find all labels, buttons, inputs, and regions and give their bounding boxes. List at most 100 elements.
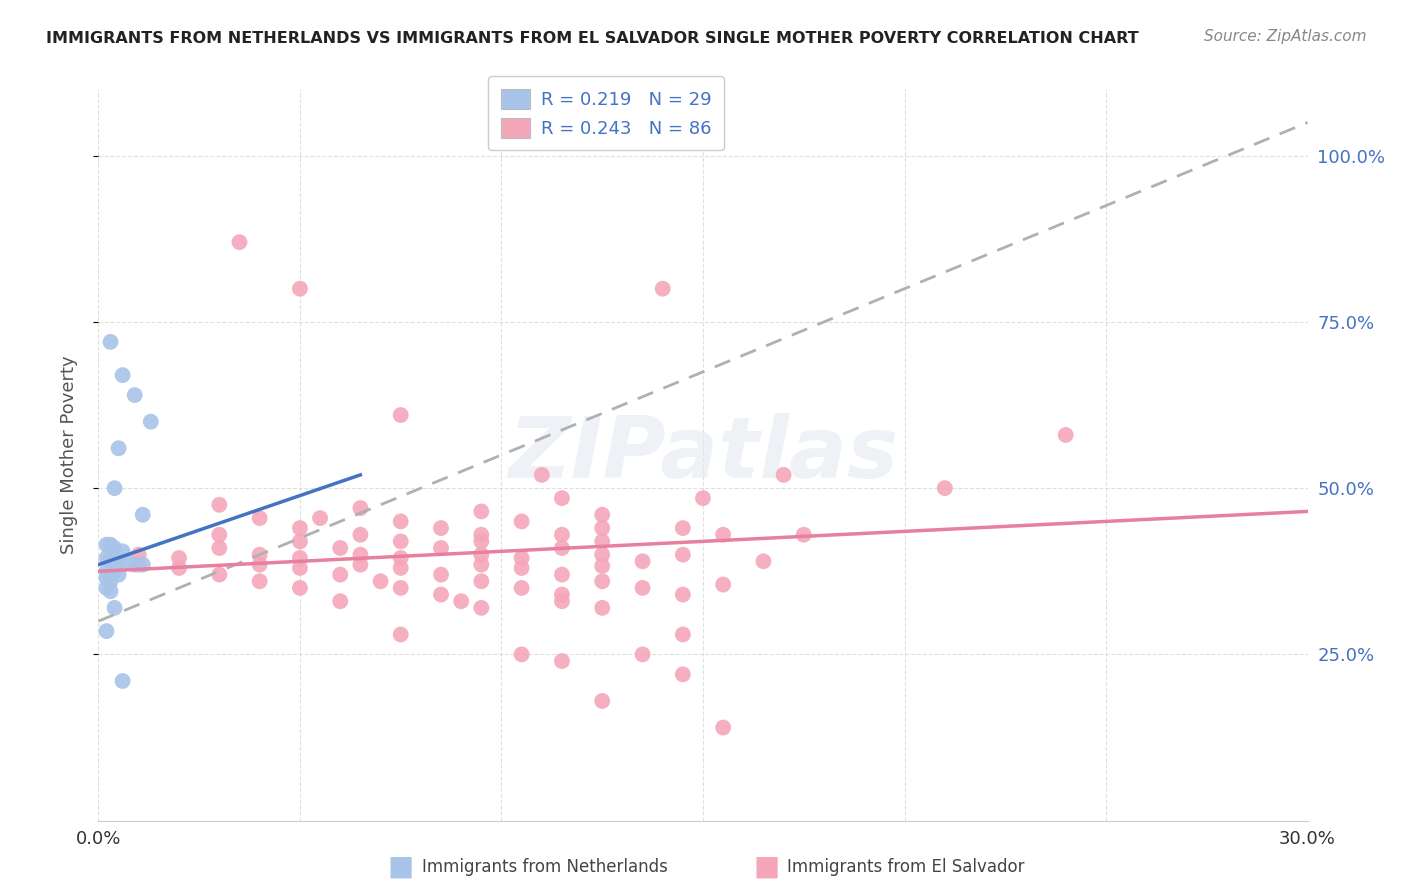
Point xyxy=(100,584,122,599)
Point xyxy=(103,564,125,578)
Point xyxy=(96,564,118,578)
Point xyxy=(208,527,231,541)
Point xyxy=(672,588,695,602)
Point xyxy=(100,538,122,552)
Text: Immigrants from El Salvador: Immigrants from El Salvador xyxy=(787,858,1025,876)
Point xyxy=(389,581,412,595)
Point xyxy=(132,508,155,522)
Point xyxy=(107,554,129,568)
Point xyxy=(591,694,613,708)
Point xyxy=(510,515,533,529)
Point xyxy=(591,548,613,562)
Point xyxy=(551,567,574,582)
Point xyxy=(470,504,492,518)
Point xyxy=(96,571,118,585)
Point xyxy=(470,527,492,541)
Point xyxy=(349,501,371,516)
Y-axis label: Single Mother Poverty: Single Mother Poverty xyxy=(59,356,77,554)
Point xyxy=(309,511,332,525)
Text: ZIPatlas: ZIPatlas xyxy=(508,413,898,497)
Point xyxy=(100,564,122,578)
Point xyxy=(115,554,138,568)
Point xyxy=(672,521,695,535)
Point xyxy=(934,481,956,495)
Point xyxy=(510,551,533,566)
Point xyxy=(288,581,311,595)
Point xyxy=(349,558,371,572)
Point xyxy=(370,574,392,589)
Point xyxy=(793,527,815,541)
Point xyxy=(772,467,794,482)
Point xyxy=(470,574,492,589)
Point xyxy=(124,558,146,572)
Point xyxy=(167,561,190,575)
Point xyxy=(107,567,129,582)
Point xyxy=(249,511,271,525)
Point xyxy=(288,551,311,566)
Point xyxy=(288,534,311,549)
Point xyxy=(389,627,412,641)
Point xyxy=(100,574,122,589)
Point xyxy=(389,551,412,566)
Point xyxy=(711,721,734,735)
Point xyxy=(103,541,125,555)
Point xyxy=(208,498,231,512)
Point xyxy=(249,558,271,572)
Point xyxy=(389,515,412,529)
Point xyxy=(672,548,695,562)
Point xyxy=(631,554,654,568)
Point xyxy=(103,481,125,495)
Point xyxy=(103,600,125,615)
Text: ■: ■ xyxy=(388,853,413,881)
Point xyxy=(329,567,352,582)
Point xyxy=(551,541,574,555)
Text: Source: ZipAtlas.com: Source: ZipAtlas.com xyxy=(1204,29,1367,44)
Point xyxy=(107,442,129,456)
Point xyxy=(139,415,162,429)
Point xyxy=(551,491,574,505)
Point xyxy=(96,581,118,595)
Point xyxy=(470,534,492,549)
Point xyxy=(591,558,613,573)
Point xyxy=(96,551,118,566)
Point xyxy=(430,521,453,535)
Point xyxy=(651,282,673,296)
Point xyxy=(389,408,412,422)
Point xyxy=(450,594,472,608)
Text: ■: ■ xyxy=(754,853,779,881)
Point xyxy=(430,588,453,602)
Point xyxy=(96,538,118,552)
Point xyxy=(128,548,150,562)
Point xyxy=(591,534,613,549)
Point xyxy=(389,534,412,549)
Point xyxy=(591,521,613,535)
Point xyxy=(1054,428,1077,442)
Point xyxy=(430,541,453,555)
Point xyxy=(349,548,371,562)
Point xyxy=(591,600,613,615)
Point xyxy=(208,541,231,555)
Point xyxy=(551,654,574,668)
Point xyxy=(672,667,695,681)
Point xyxy=(631,648,654,662)
Point xyxy=(389,561,412,575)
Point xyxy=(132,558,155,572)
Point xyxy=(551,588,574,602)
Point xyxy=(288,521,311,535)
Point xyxy=(111,673,134,688)
Point xyxy=(100,551,122,566)
Point xyxy=(329,594,352,608)
Text: IMMIGRANTS FROM NETHERLANDS VS IMMIGRANTS FROM EL SALVADOR SINGLE MOTHER POVERTY: IMMIGRANTS FROM NETHERLANDS VS IMMIGRANT… xyxy=(46,31,1139,46)
Point xyxy=(124,388,146,402)
Point xyxy=(167,551,190,566)
Point xyxy=(470,548,492,562)
Point xyxy=(288,561,311,575)
Point xyxy=(551,527,574,541)
Point xyxy=(249,548,271,562)
Point xyxy=(96,624,118,639)
Point xyxy=(111,544,134,558)
Text: Immigrants from Netherlands: Immigrants from Netherlands xyxy=(422,858,668,876)
Point xyxy=(249,574,271,589)
Point xyxy=(591,508,613,522)
Point xyxy=(551,594,574,608)
